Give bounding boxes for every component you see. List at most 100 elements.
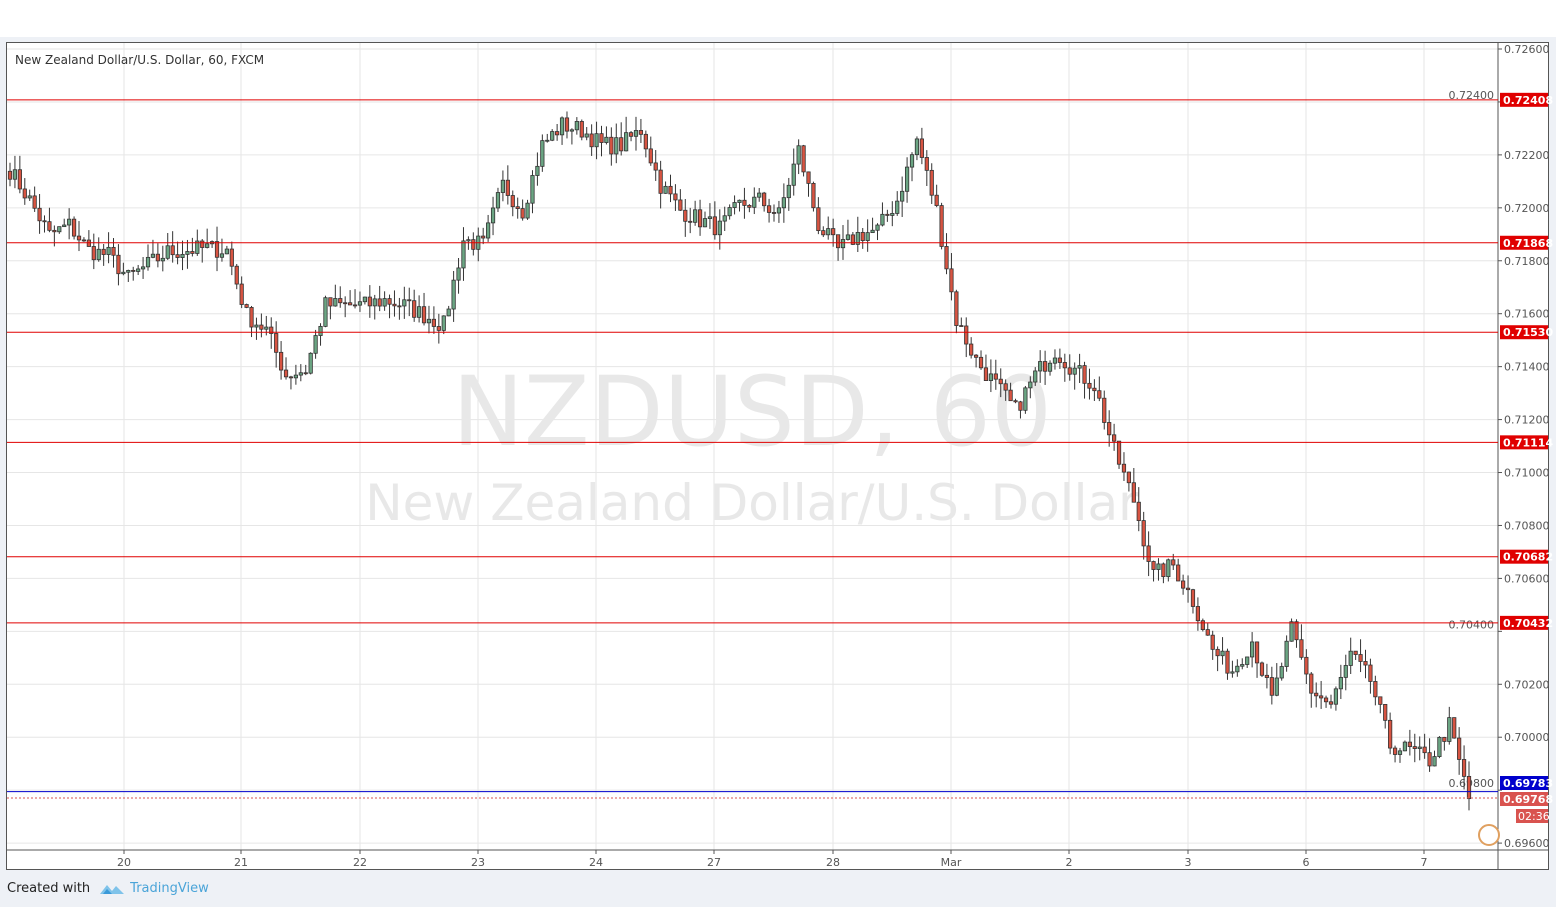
candle: [978, 356, 984, 369]
candle: [1072, 367, 1077, 375]
candle: [1062, 362, 1067, 369]
candle: [949, 268, 954, 293]
candle: [392, 303, 397, 307]
candle: [1102, 397, 1107, 423]
candle: [1013, 400, 1018, 403]
candle: [737, 199, 742, 203]
footer: Created with TradingView: [7, 881, 209, 896]
candle: [1190, 589, 1196, 607]
candle: [421, 306, 427, 324]
candle: [1240, 664, 1245, 667]
candle: [283, 369, 289, 378]
candle: [1205, 629, 1210, 636]
candle: [244, 304, 249, 308]
candle: [983, 367, 989, 381]
candle: [1082, 365, 1087, 384]
candle: [338, 298, 343, 304]
candle: [357, 301, 363, 306]
y-tick-label: 0.71000: [1504, 467, 1550, 480]
candle: [875, 224, 880, 231]
candle: [801, 145, 806, 173]
candle: [781, 197, 786, 209]
candle: [1348, 650, 1353, 666]
candle: [1373, 681, 1378, 698]
candle: [929, 169, 934, 196]
candle: [348, 302, 353, 306]
candle: [786, 184, 791, 199]
y-tick-label: 0.71200: [1504, 414, 1550, 427]
candle: [688, 220, 693, 223]
candle: [1259, 662, 1265, 676]
candle: [1304, 656, 1309, 675]
candle: [1038, 361, 1043, 372]
candle: [604, 136, 609, 143]
candle: [1294, 621, 1299, 641]
candle: [569, 129, 575, 132]
candle: [624, 132, 629, 152]
candle: [1397, 750, 1403, 755]
candle: [1343, 665, 1348, 678]
candle: [417, 306, 422, 318]
candle: [155, 253, 160, 262]
x-tick-label: 2: [1066, 856, 1073, 869]
candle: [766, 205, 772, 213]
candle: [160, 257, 165, 262]
candle: [412, 300, 417, 318]
y-tick-label: 0.72000: [1504, 202, 1550, 215]
level-price-label: 0.71868: [1503, 237, 1553, 250]
level-price-label: 0.70682: [1503, 551, 1553, 564]
level-price-badge: [1500, 615, 1548, 630]
candle: [648, 148, 653, 164]
candle: [274, 333, 279, 353]
candle: [1323, 697, 1329, 703]
y-tick-label: 0.71400: [1504, 361, 1550, 374]
candle: [835, 234, 841, 249]
candle: [757, 192, 762, 198]
candle: [180, 253, 185, 258]
candle: [254, 324, 259, 328]
candle: [42, 220, 47, 223]
candle: [1289, 621, 1294, 642]
candle: [111, 246, 116, 256]
level-price-label: 0.71114: [1503, 436, 1553, 449]
candle: [1250, 641, 1255, 658]
level-price-badge: [1500, 435, 1548, 450]
candle: [441, 315, 446, 331]
candle: [1215, 648, 1220, 657]
candle: [1052, 357, 1058, 364]
candle: [609, 136, 614, 155]
candle: [673, 193, 678, 201]
candle: [333, 298, 338, 307]
level-price-label: 0.72408: [1503, 94, 1553, 107]
candle: [1461, 759, 1467, 777]
candle: [91, 246, 96, 261]
candle: [1003, 383, 1008, 391]
candle: [1264, 674, 1270, 678]
candle: [145, 256, 151, 268]
candle: [1185, 587, 1191, 591]
candle: [747, 205, 752, 208]
candle: [1047, 362, 1053, 372]
candle: [288, 376, 294, 379]
candle: [914, 138, 920, 156]
candle: [1383, 703, 1388, 721]
candle: [1151, 561, 1156, 570]
candle: [545, 139, 550, 142]
candle: [126, 269, 131, 273]
candle: [367, 296, 372, 307]
candle: [998, 378, 1003, 385]
tradingview-link[interactable]: TradingView: [130, 881, 209, 896]
candle: [407, 299, 412, 302]
candle: [520, 208, 525, 219]
chart-title: New Zealand Dollar/U.S. Dollar, 60, FXCM: [15, 53, 265, 67]
candle: [1033, 370, 1038, 383]
level-price-badge: [1500, 92, 1548, 107]
candles: [7, 111, 1472, 811]
candle: [614, 137, 619, 155]
candle: [1176, 564, 1181, 582]
candle: [712, 216, 717, 236]
candle: [219, 253, 225, 258]
x-tick-label: 21: [234, 856, 248, 869]
candle: [702, 218, 708, 228]
